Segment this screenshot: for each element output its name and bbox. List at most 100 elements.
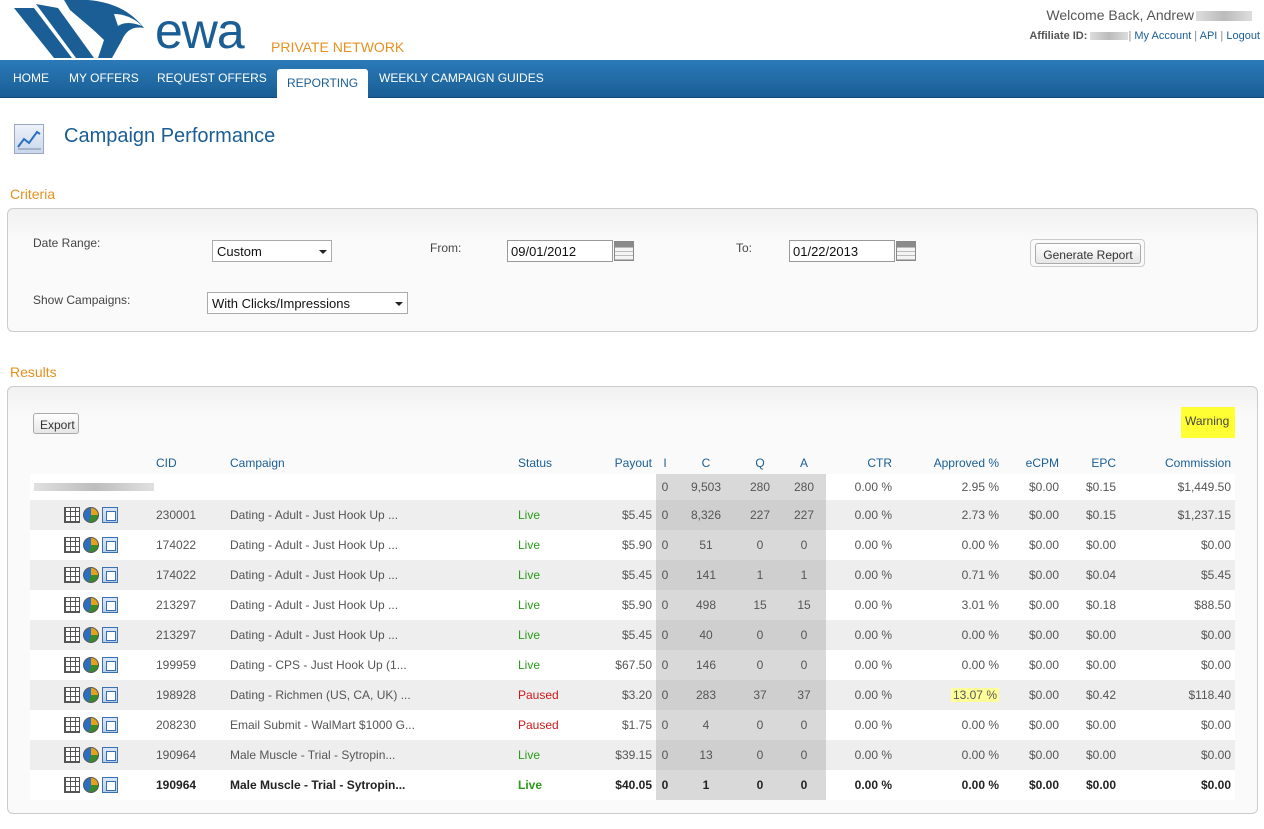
col-ctr[interactable]: CTR: [867, 456, 892, 470]
report-grid-icon[interactable]: [64, 687, 80, 703]
from-date-input[interactable]: 09/01/2012: [507, 240, 613, 262]
approved-cell: 0: [782, 710, 826, 740]
ctr-cell: 0.00 %: [826, 680, 896, 710]
report-grid-icon[interactable]: [64, 657, 80, 673]
table-row[interactable]: 213297 Dating - Adult - Just Hook Up ... L…: [30, 620, 1235, 650]
redacted-name: [1196, 11, 1252, 22]
campaign-cell[interactable]: Dating - CPS - Just Hook Up (1...: [226, 650, 514, 680]
campaign-cell[interactable]: Dating - Richmen (US, CA, UK) ...: [226, 680, 514, 710]
calendar-icon[interactable]: [614, 241, 634, 261]
status-cell: Paused: [514, 680, 584, 710]
nav-reporting[interactable]: REPORTING: [277, 69, 369, 99]
document-icon[interactable]: [102, 657, 118, 673]
col-approved-pct[interactable]: Approved %: [933, 456, 999, 470]
export-button[interactable]: Export: [33, 413, 79, 434]
qualified-cell: 0: [738, 770, 782, 800]
document-icon[interactable]: [102, 567, 118, 583]
table-row[interactable]: 230001 Dating - Adult - Just Hook Up ... L…: [30, 500, 1235, 530]
campaign-cell[interactable]: Male Muscle - Trial - Sytropin...: [226, 740, 514, 770]
col-epc[interactable]: EPC: [1091, 456, 1116, 470]
campaign-cell[interactable]: Email Submit - WalMart $1000 G...: [226, 710, 514, 740]
report-grid-icon[interactable]: [64, 717, 80, 733]
document-icon[interactable]: [102, 687, 118, 703]
campaign-cell[interactable]: Dating - Adult - Just Hook Up ...: [226, 530, 514, 560]
my-account-link[interactable]: My Account: [1134, 30, 1192, 42]
document-icon[interactable]: [102, 777, 118, 793]
table-row[interactable]: 174022 Dating - Adult - Just Hook Up ... L…: [30, 560, 1235, 590]
col-commission[interactable]: Commission: [1164, 456, 1231, 470]
col-qualified[interactable]: Q: [755, 456, 765, 470]
date-range-select[interactable]: Custom: [212, 240, 332, 262]
from-label: From:: [430, 241, 462, 255]
nav-request-offers[interactable]: REQUEST OFFERS: [157, 71, 267, 85]
pie-chart-icon[interactable]: [83, 507, 99, 523]
qualified-cell: 0: [738, 710, 782, 740]
pie-chart-icon[interactable]: [83, 567, 99, 583]
report-grid-icon[interactable]: [64, 597, 80, 613]
show-campaigns-select[interactable]: With Clicks/Impressions: [207, 292, 408, 314]
document-icon[interactable]: [102, 507, 118, 523]
col-clicks[interactable]: C: [701, 456, 711, 470]
col-approved[interactable]: A: [799, 456, 808, 470]
report-grid-icon[interactable]: [64, 507, 80, 523]
report-grid-icon[interactable]: [64, 777, 80, 793]
generate-report-button[interactable]: Generate Report: [1035, 243, 1141, 264]
pie-chart-icon[interactable]: [83, 777, 99, 793]
pie-chart-icon[interactable]: [83, 597, 99, 613]
clicks-cell: 1: [674, 770, 738, 800]
qualified-cell: 15: [738, 590, 782, 620]
pie-chart-icon[interactable]: [83, 657, 99, 673]
col-ecpm[interactable]: eCPM: [1025, 456, 1059, 470]
api-link[interactable]: API: [1199, 30, 1218, 42]
nav-weekly-campaign-guides[interactable]: WEEKLY CAMPAIGN GUIDES: [379, 71, 544, 85]
campaign-cell[interactable]: Male Muscle - Trial - Sytropin...: [226, 770, 514, 800]
nav-my-offers[interactable]: MY OFFERS: [69, 71, 139, 85]
to-date-input[interactable]: 01/22/2013: [789, 240, 895, 262]
campaign-cell[interactable]: Dating - Adult - Just Hook Up ...: [226, 620, 514, 650]
pie-chart-icon[interactable]: [83, 687, 99, 703]
nav-home[interactable]: HOME: [13, 71, 49, 85]
pie-chart-icon[interactable]: [83, 537, 99, 553]
payout-cell: $5.90: [584, 590, 656, 620]
table-header-row: CID Campaign Status Payout I C Q A CTR A…: [30, 452, 1235, 474]
document-icon[interactable]: [102, 627, 118, 643]
table-row[interactable]: 199959 Dating - CPS - Just Hook Up (1... L…: [30, 650, 1235, 680]
col-impressions[interactable]: I: [663, 456, 667, 470]
report-grid-icon[interactable]: [64, 537, 80, 553]
col-campaign[interactable]: Campaign: [230, 456, 285, 470]
line-chart-icon: [14, 124, 44, 154]
col-payout[interactable]: Payout: [614, 456, 652, 470]
document-icon[interactable]: [102, 747, 118, 763]
document-icon[interactable]: [102, 717, 118, 733]
document-icon[interactable]: [102, 597, 118, 613]
table-row[interactable]: 213297 Dating - Adult - Just Hook Up ... L…: [30, 590, 1235, 620]
report-grid-icon[interactable]: [64, 567, 80, 583]
table-row[interactable]: 190964 Male Muscle - Trial - Sytropin... L…: [30, 740, 1235, 770]
chevron-down-icon: [395, 302, 403, 306]
epc-cell: $0.00: [1063, 530, 1120, 560]
pie-chart-icon[interactable]: [83, 717, 99, 733]
row-actions: [34, 747, 148, 763]
table-row[interactable]: 198928 Dating - Richmen (US, CA, UK) ... P…: [30, 680, 1235, 710]
campaign-cell[interactable]: Dating - Adult - Just Hook Up ...: [226, 560, 514, 590]
pie-chart-icon[interactable]: [83, 747, 99, 763]
calendar-icon[interactable]: [896, 241, 916, 261]
table-row[interactable]: 190964 Male Muscle - Trial - Sytropin... L…: [30, 770, 1235, 800]
ctr-cell: 0.00 %: [826, 620, 896, 650]
logout-link[interactable]: Logout: [1226, 30, 1260, 42]
table-row[interactable]: 174022 Dating - Adult - Just Hook Up ... L…: [30, 530, 1235, 560]
ctr-cell: 0.00 %: [826, 650, 896, 680]
campaign-cell[interactable]: Dating - Adult - Just Hook Up ...: [226, 590, 514, 620]
pie-chart-icon[interactable]: [83, 627, 99, 643]
warning-badge[interactable]: Warning: [1181, 407, 1235, 438]
payout-cell: $39.15: [584, 740, 656, 770]
col-status[interactable]: Status: [518, 456, 553, 470]
campaign-cell[interactable]: Dating - Adult - Just Hook Up ...: [226, 500, 514, 530]
table-row[interactable]: 208230 Email Submit - WalMart $1000 G... P…: [30, 710, 1235, 740]
report-grid-icon[interactable]: [64, 747, 80, 763]
col-cid[interactable]: CID: [156, 456, 177, 470]
account-links: Affiliate ID: | My Account | API | Logou…: [1029, 30, 1260, 42]
report-grid-icon[interactable]: [64, 627, 80, 643]
commission-cell: $0.00: [1120, 650, 1235, 680]
document-icon[interactable]: [102, 537, 118, 553]
